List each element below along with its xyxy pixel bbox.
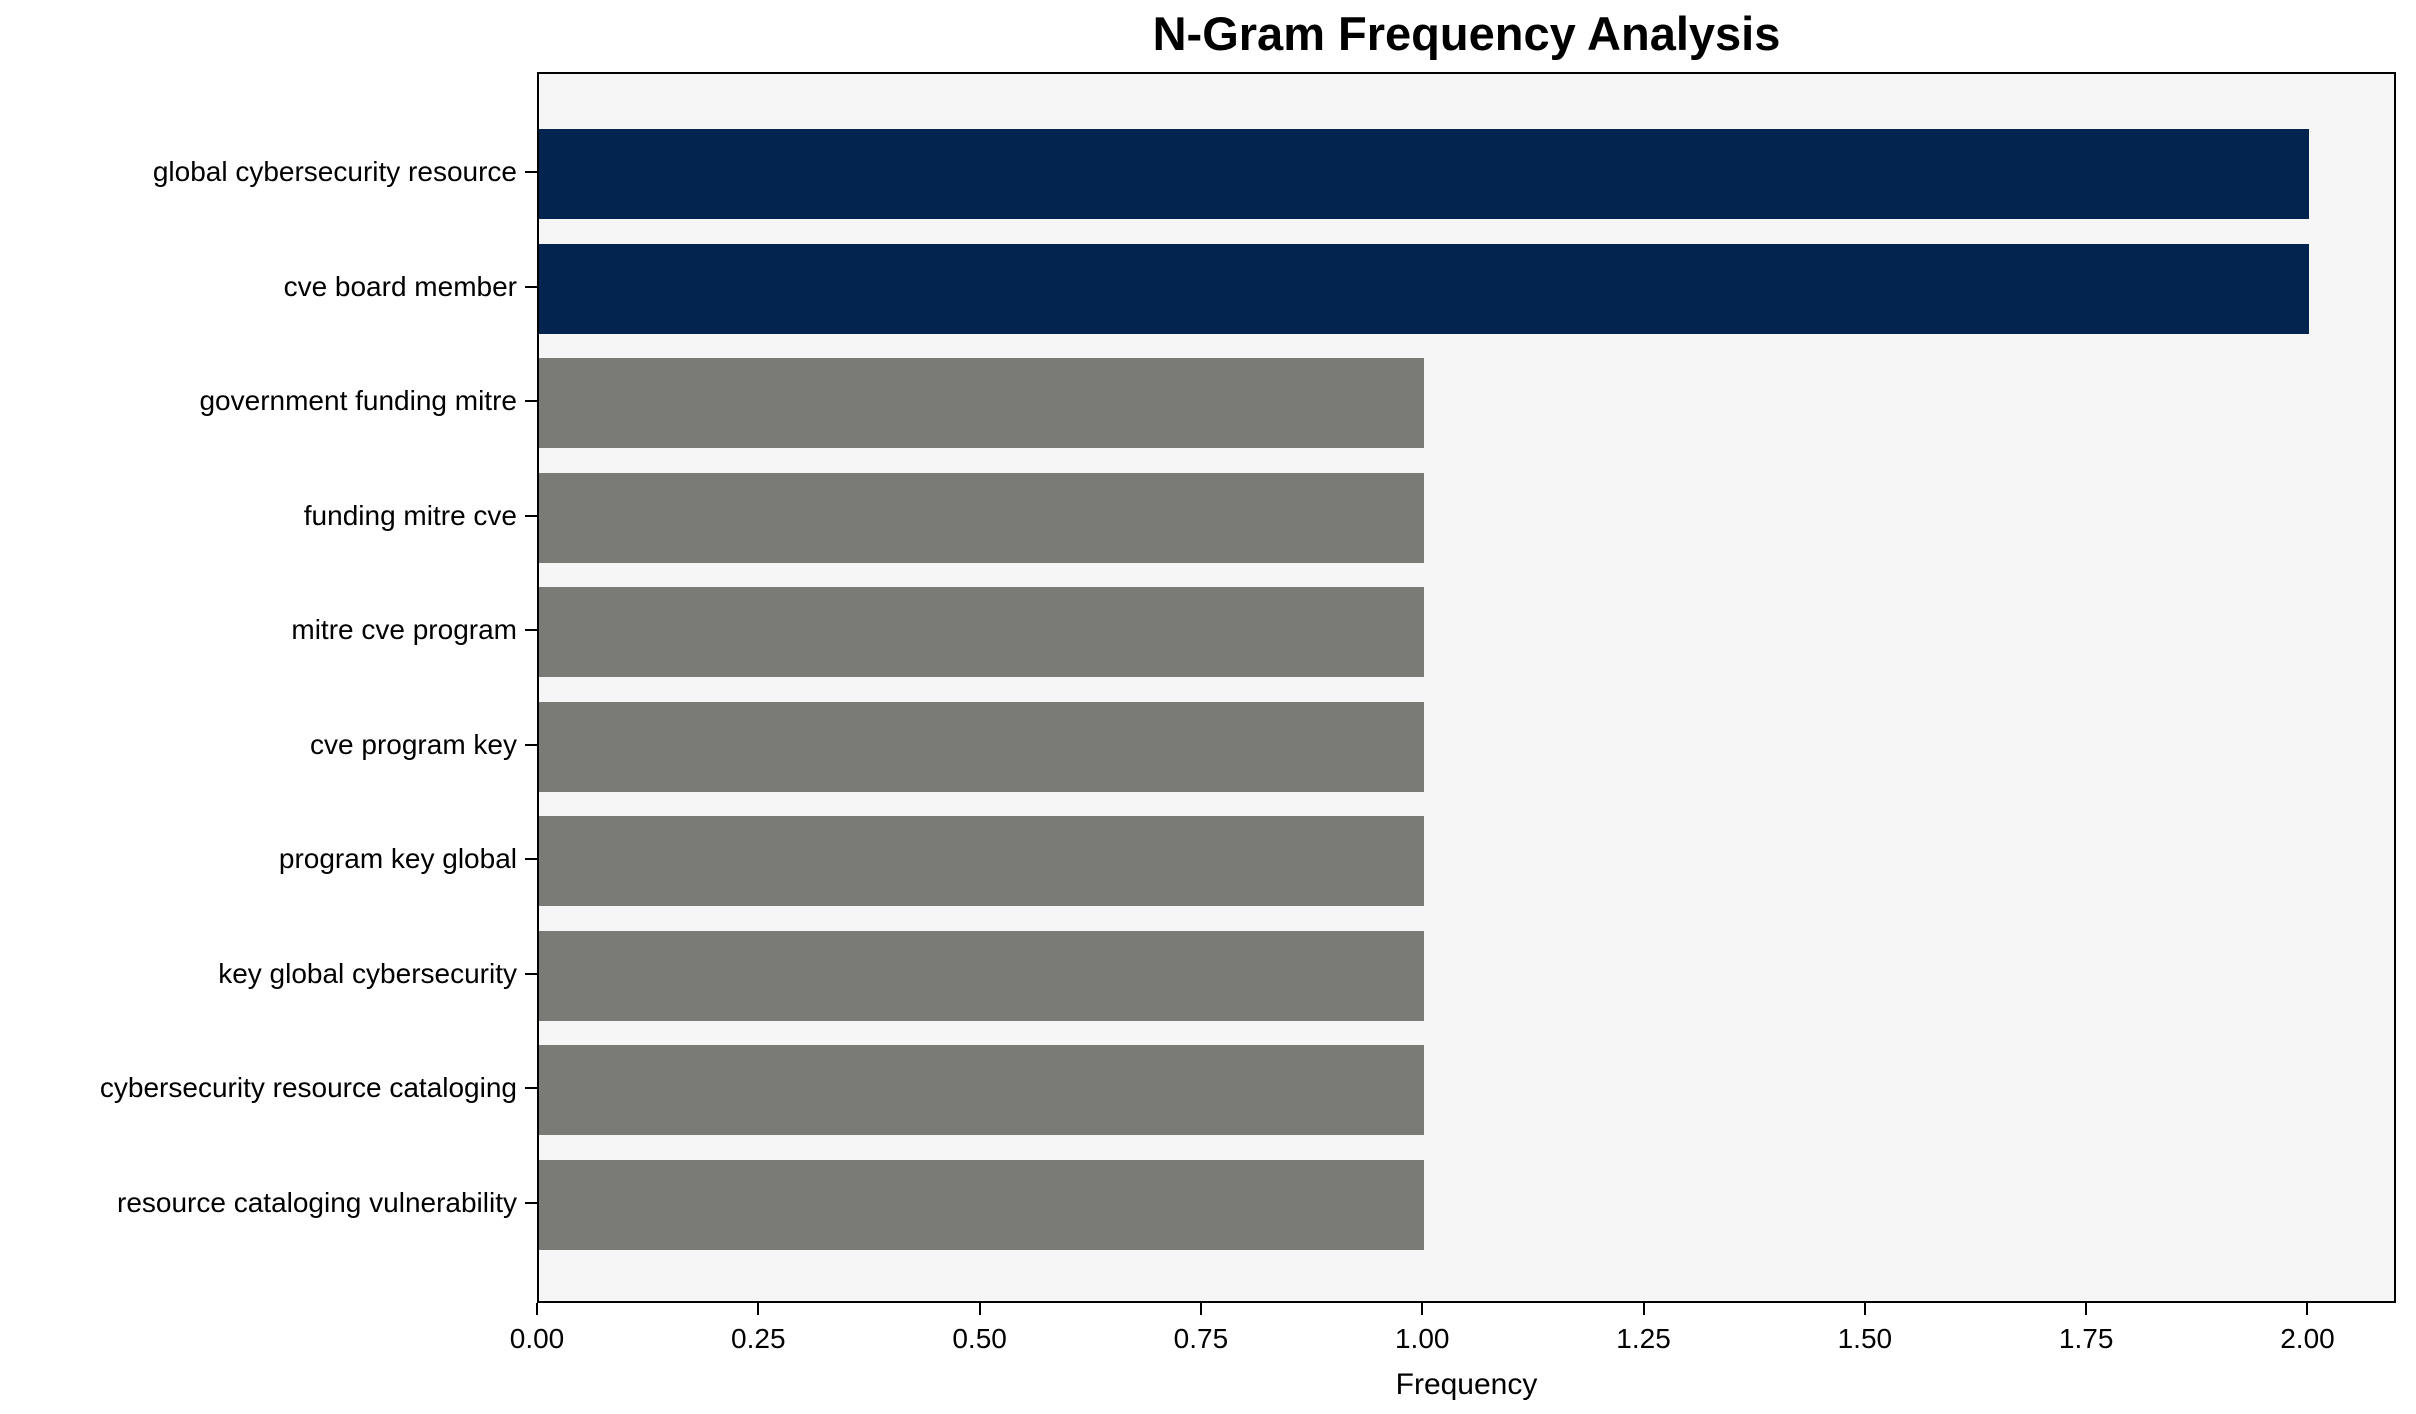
y-tick-label: cve program key [310,728,517,760]
x-tick-label: 0.25 [731,1323,786,1354]
y-tick-label: global cybersecurity resource [152,156,517,187]
x-tick-label: 0.75 [1173,1323,1229,1354]
y-tick-mark [525,171,537,173]
y-tick-label: funding mitre cve [303,499,517,531]
x-tick-mark [2085,1303,2088,1315]
bar [539,472,1425,563]
chart-title: N-Gram Frequency Analysis [1152,7,1781,60]
bar [539,129,2310,219]
y-tick-mark [525,400,537,402]
y-tick-mark [525,514,537,517]
bar [539,587,1425,677]
bar [539,243,2310,334]
bar [539,930,1425,1021]
x-tick-mark [757,1303,760,1315]
x-tick-mark [1863,1303,1866,1315]
y-tick-label: government funding mitre [199,385,517,416]
x-tick-label: 0.50 [952,1323,1007,1354]
x-tick-label: 1.00 [1394,1323,1450,1354]
y-tick-label: program key global [278,843,517,874]
x-tick-mark [1199,1303,1202,1315]
x-tick-mark [1642,1303,1645,1315]
bar [539,1045,1425,1135]
x-tick-mark [2306,1303,2309,1315]
y-tick-mark [525,972,537,975]
bar [539,816,1425,906]
y-tick-label: cve board member [283,270,517,302]
y-tick-mark [525,1201,537,1204]
x-axis-label: Frequency [1395,1368,1538,1401]
x-tick-mark [978,1303,981,1315]
bar [539,358,1425,448]
y-tick-label: resource cataloging vulnerability [117,1186,517,1218]
x-tick-mark [1421,1303,1424,1315]
bar [539,1159,1425,1250]
y-tick-label: mitre cve program [291,614,517,645]
x-tick-label: 1.25 [1616,1323,1671,1354]
x-tick-label: 1.75 [2058,1323,2114,1354]
x-tick-label: 2.00 [2280,1323,2335,1354]
y-tick-mark [525,629,537,631]
y-tick-mark [525,743,537,746]
bar [539,701,1425,792]
y-tick-label: cybersecurity resource cataloging [99,1072,517,1103]
x-tick-mark [536,1303,538,1315]
y-tick-mark [525,1087,537,1089]
y-tick-mark [525,858,537,860]
y-tick-mark [525,285,537,288]
plot-area [537,72,2396,1303]
x-tick-label: 0.00 [509,1323,565,1354]
x-tick-label: 1.50 [1837,1323,1893,1354]
y-tick-label: key global cybersecurity [218,957,517,989]
